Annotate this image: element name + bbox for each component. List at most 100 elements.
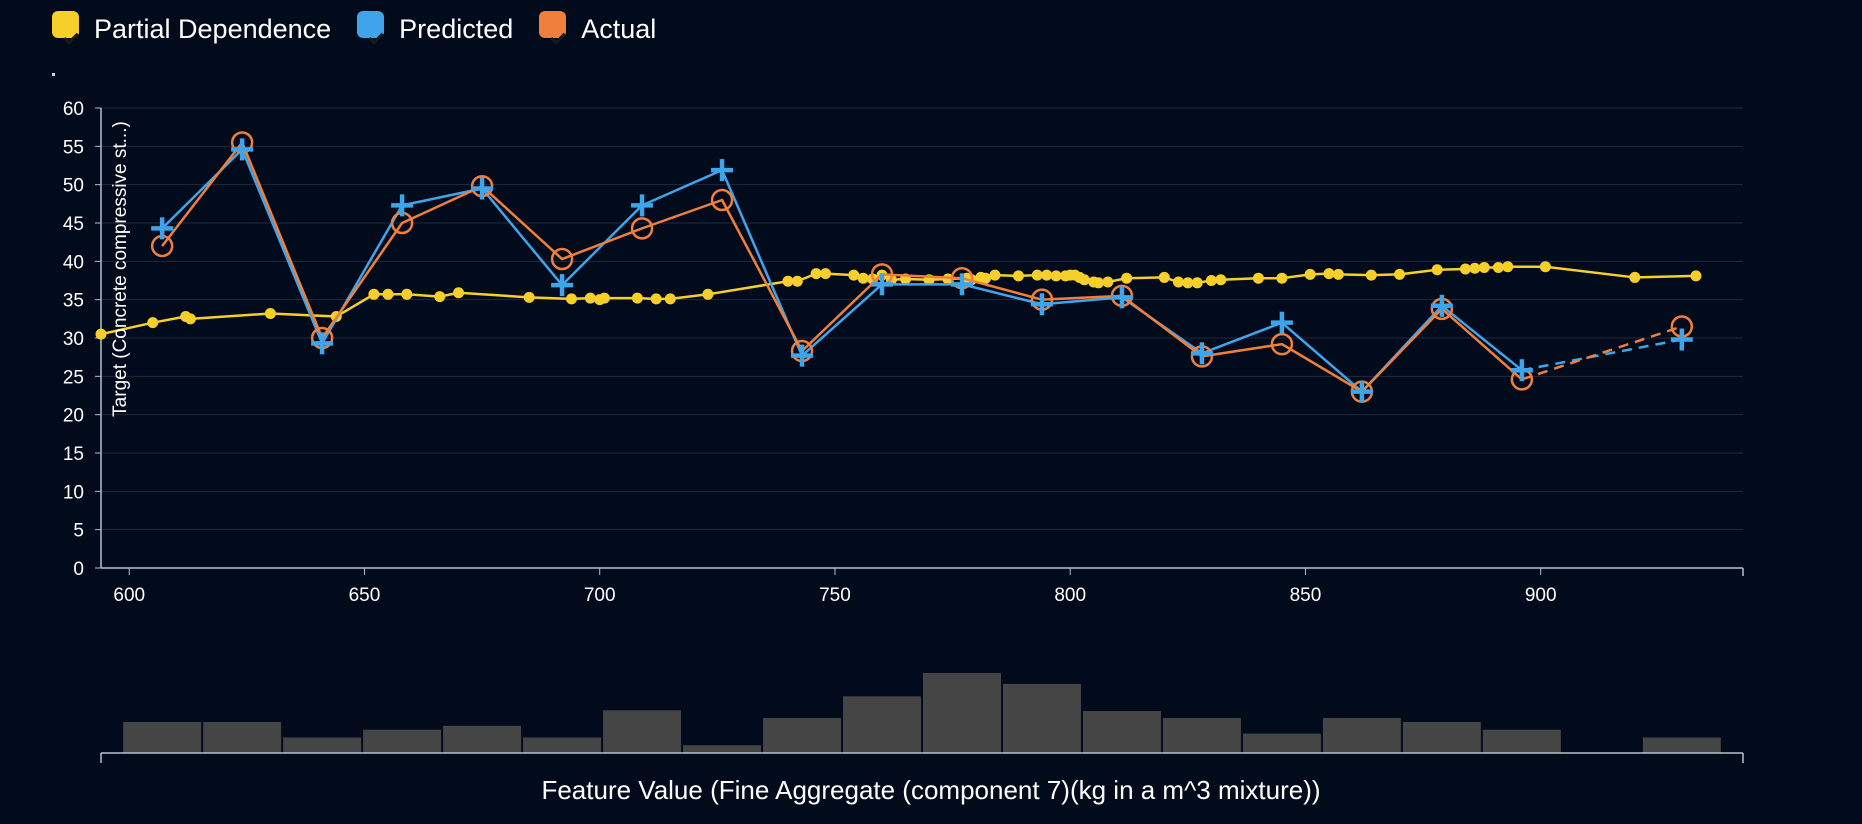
pd-point <box>1252 272 1264 284</box>
y-tick-label: 20 <box>63 406 84 427</box>
pd-point <box>368 288 380 300</box>
pd-point <box>650 293 662 305</box>
pd-point <box>857 272 869 284</box>
pd-point <box>1078 274 1090 286</box>
pd-point <box>1469 262 1481 274</box>
predicted-point <box>1190 342 1213 365</box>
pd-point <box>1182 277 1194 289</box>
histogram-bar <box>1162 718 1241 753</box>
y-axis-ticks: 0 5 10 15 20 25 30 35 40 45 50 55 60 <box>63 99 101 580</box>
pd-point <box>1365 269 1377 281</box>
series-line-dashed-predicted <box>1521 338 1683 372</box>
histogram-bar <box>443 725 522 753</box>
pd-point <box>1304 268 1316 280</box>
predicted-point <box>1670 328 1693 351</box>
pd-point <box>382 288 394 300</box>
pd-point <box>989 269 1001 281</box>
pd-point <box>434 291 446 303</box>
series-line-predicted <box>161 148 1523 393</box>
x-tick-label: 750 <box>819 585 851 606</box>
pd-point <box>1332 268 1344 280</box>
x-tick-label: 650 <box>349 585 381 606</box>
y-axis-label: Target (Concrete compressive st...) <box>110 121 131 417</box>
series <box>95 131 1702 403</box>
y-tick-label: 60 <box>63 99 84 120</box>
pd-point <box>1102 276 1114 288</box>
x-axis-label: Feature Value (Fine Aggregate (component… <box>541 775 1320 805</box>
pd-point <box>1205 275 1217 286</box>
pd-point <box>980 272 992 284</box>
predicted-point <box>551 274 574 297</box>
pd-point <box>184 313 196 325</box>
pd-point <box>1478 261 1490 273</box>
predicted-point <box>1510 359 1533 382</box>
histogram <box>100 673 1744 763</box>
series-line-partial-dependence <box>100 265 1696 336</box>
legend-checkbox-predicted[interactable] <box>357 11 385 45</box>
predicted-point <box>151 217 174 240</box>
pd-point <box>1492 261 1504 273</box>
histogram-bar <box>363 729 442 753</box>
pd-point <box>1031 269 1043 281</box>
y-tick-label: 0 <box>73 559 84 580</box>
y-tick-label: 10 <box>63 482 84 503</box>
x-tick-label: 850 <box>1290 585 1322 606</box>
predicted-point <box>791 344 814 367</box>
legend-checkbox-partial-dependence[interactable] <box>52 11 79 45</box>
pd-point <box>1172 276 1184 288</box>
histogram-bar <box>683 745 762 753</box>
predicted-point <box>311 332 334 355</box>
pd-point <box>820 268 832 280</box>
actual-point <box>550 247 574 271</box>
legend-item-partial-dependence[interactable]: Partial Dependence <box>52 11 331 45</box>
legend-checkbox-actual[interactable] <box>539 11 567 45</box>
x-axis-ticks: 600 650 700 750 800 850 900 <box>113 568 1557 606</box>
pd-point <box>264 307 276 319</box>
y-tick-label: 55 <box>63 137 84 158</box>
actual-point <box>710 188 734 212</box>
y-tick-label: 35 <box>63 291 84 312</box>
actual-point <box>630 217 654 240</box>
pd-point <box>453 287 465 299</box>
pd-point <box>1041 269 1053 281</box>
histogram-bar <box>603 710 682 753</box>
pd-point <box>1394 268 1406 280</box>
pd-point <box>1323 268 1335 280</box>
series-line-actual <box>161 141 1523 393</box>
y-tick-label: 40 <box>63 252 84 273</box>
x-tick-label: 800 <box>1054 585 1086 606</box>
pd-point <box>565 293 577 305</box>
pd-point <box>1502 261 1514 273</box>
legend-item-predicted[interactable]: Predicted <box>357 11 513 45</box>
pd-point <box>584 292 596 304</box>
pd-point <box>1050 270 1062 282</box>
x-tick-label: 900 <box>1525 585 1557 606</box>
pd-point <box>631 292 643 304</box>
y-tick-label: 25 <box>63 367 84 388</box>
histogram-bar <box>763 718 842 753</box>
predicted-point <box>1110 286 1133 309</box>
y-tick-label: 30 <box>63 329 84 350</box>
histogram-bar <box>1402 721 1481 753</box>
histogram-bar <box>123 721 202 753</box>
pd-point <box>1276 272 1288 284</box>
legend-item-actual[interactable]: Actual <box>539 11 656 45</box>
axes <box>100 108 1744 576</box>
series-line-dashed-actual <box>1521 325 1683 381</box>
histogram-bar <box>283 737 362 753</box>
pd-point <box>1459 263 1471 275</box>
predicted-point <box>471 177 494 200</box>
pd-point <box>1215 274 1227 286</box>
pd-point <box>664 293 676 305</box>
pd-point <box>702 288 714 300</box>
x-tick-label: 600 <box>113 585 145 606</box>
predicted-point <box>391 194 414 217</box>
histogram-bar <box>1002 683 1081 753</box>
histogram-bar <box>1082 711 1161 753</box>
histogram-bar <box>1242 733 1321 753</box>
pd-point <box>1158 271 1170 283</box>
predicted-point <box>1030 293 1053 316</box>
pd-point <box>1092 277 1104 289</box>
predicted-point <box>1270 311 1293 334</box>
